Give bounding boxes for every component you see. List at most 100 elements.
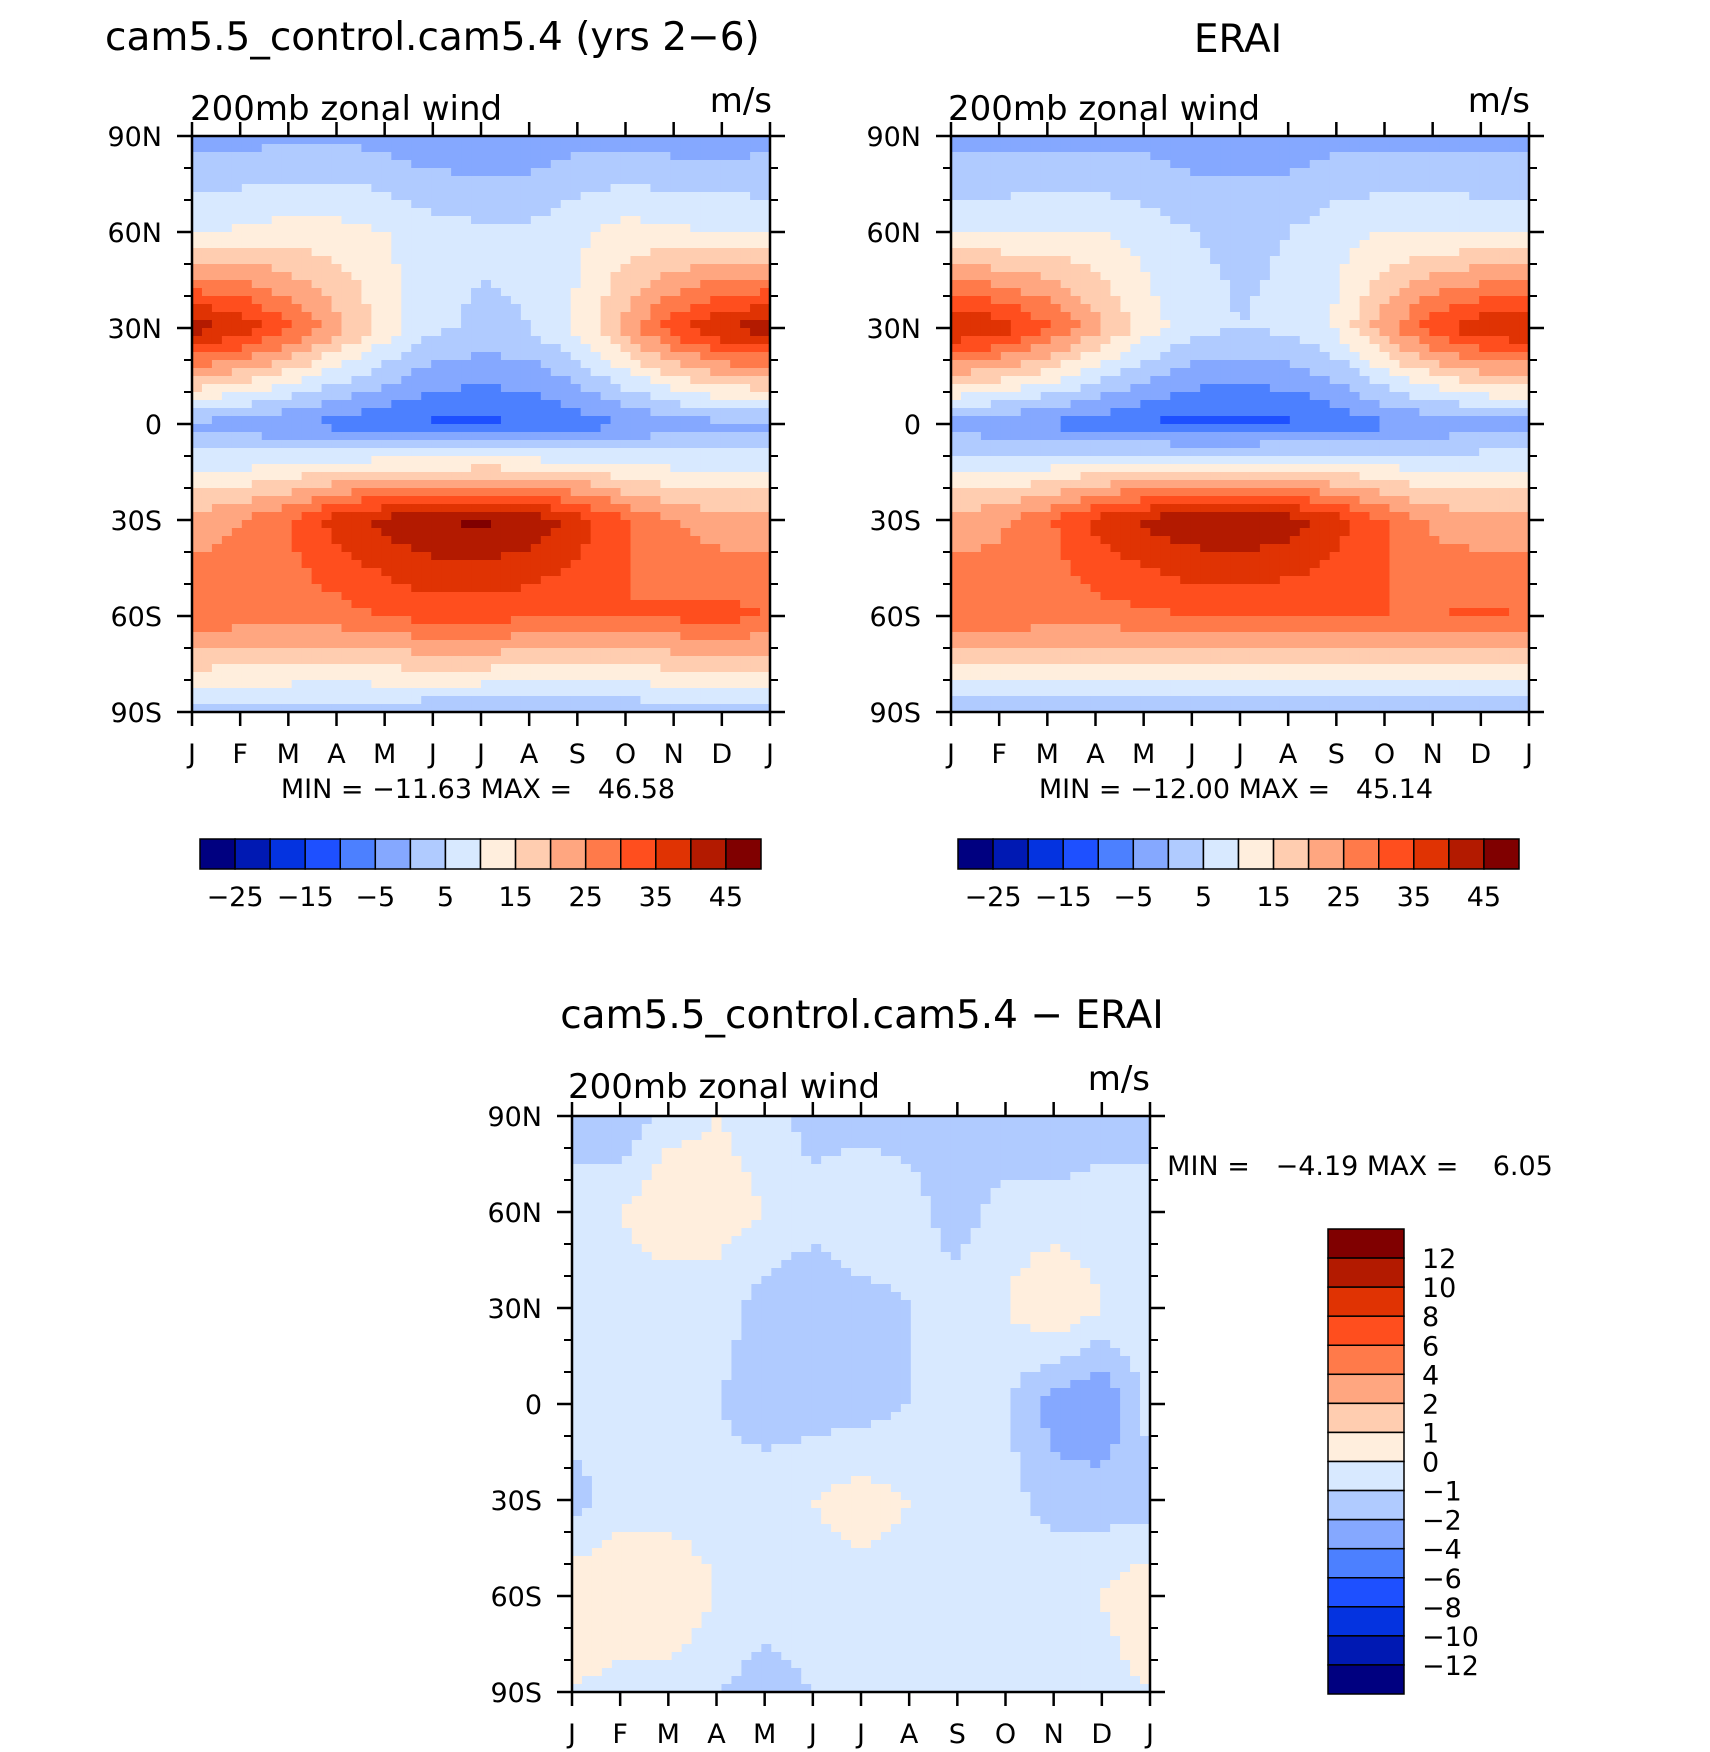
contour-cell: [451, 432, 462, 441]
contour-cell: [700, 448, 711, 457]
contour-cell: [501, 296, 512, 305]
contour-cell: [272, 248, 283, 257]
contour-cell: [640, 408, 651, 417]
contour-cell: [341, 624, 352, 633]
contour-cell: [232, 440, 243, 449]
contour-cell: [750, 304, 761, 313]
contour-cell: [660, 512, 671, 521]
contour-cell: [222, 680, 233, 689]
contour-cell: [461, 152, 472, 161]
contour-cell: [1170, 168, 1181, 177]
contour-cell: [1210, 160, 1221, 169]
contour-cell: [341, 160, 352, 169]
contour-cell: [451, 568, 462, 577]
contour-cell: [461, 248, 472, 257]
contour-cell: [710, 448, 721, 457]
contour-cell: [212, 672, 223, 681]
contour-cell: [461, 584, 472, 593]
contour-cell: [1061, 144, 1072, 153]
contour-cell: [561, 328, 572, 337]
contour-cell: [192, 272, 203, 281]
contour-cell: [680, 296, 691, 305]
contour-cell: [421, 496, 432, 505]
contour-cell: [232, 448, 243, 457]
contour-cell: [670, 368, 681, 377]
contour-cell: [650, 456, 661, 465]
contour-cell: [212, 616, 223, 625]
contour-cell: [232, 248, 243, 257]
contour-cell: [312, 584, 323, 593]
contour-cell: [501, 312, 512, 321]
contour-cell: [312, 688, 323, 697]
contour-cell: [471, 600, 482, 609]
contour-cell: [312, 312, 323, 321]
contour-cell: [222, 200, 233, 209]
contour-cell: [531, 400, 542, 409]
contour-cell: [650, 592, 661, 601]
contour-cell: [700, 288, 711, 297]
contour-cell: [591, 400, 602, 409]
contour-cell: [242, 696, 253, 705]
contour-cell: [312, 568, 323, 577]
contour-cell: [961, 200, 972, 209]
contour-cell: [421, 600, 432, 609]
contour-cell: [242, 256, 253, 265]
contour-cell: [292, 568, 303, 577]
contour-cell: [660, 608, 671, 617]
contour-cell: [322, 424, 333, 433]
contour-cell: [1509, 176, 1520, 185]
contour-cell: [272, 160, 283, 169]
contour-cell: [361, 680, 372, 689]
contour-cell: [341, 632, 352, 641]
contour-cell: [670, 504, 681, 513]
contour-cell: [351, 360, 362, 369]
contour-cell: [700, 424, 711, 433]
contour-cell: [750, 320, 761, 329]
contour-cell: [640, 448, 651, 457]
contour-cell: [630, 304, 641, 313]
contour-cell: [630, 680, 641, 689]
contour-cell: [541, 312, 552, 321]
contour-cell: [441, 272, 452, 281]
contour-cell: [322, 160, 333, 169]
contour-cell: [551, 144, 562, 153]
contour-cell: [1489, 160, 1500, 169]
contour-cell: [981, 136, 992, 145]
contour-cell: [561, 376, 572, 385]
contour-cell: [1140, 208, 1151, 217]
contour-cell: [1130, 176, 1141, 185]
contour-cell: [332, 360, 343, 369]
contour-cell: [391, 680, 402, 689]
contour-cell: [710, 664, 721, 673]
contour-cell: [1330, 176, 1341, 185]
contour-cell: [531, 680, 542, 689]
contour-cell: [961, 160, 972, 169]
contour-cell: [252, 168, 263, 177]
contour-cell: [341, 240, 352, 249]
contour-cell: [401, 560, 412, 569]
contour-cell: [1380, 160, 1391, 169]
contour-cell: [451, 144, 462, 153]
contour-cell: [501, 376, 512, 385]
contour-cell: [730, 520, 741, 529]
contour-cell: [521, 344, 532, 353]
contour-cell: [531, 536, 542, 545]
contour-cell: [650, 640, 661, 649]
contour-cell: [1150, 152, 1161, 161]
contour-cell: [621, 656, 632, 665]
contour-cell: [501, 248, 512, 257]
contour-cell: [202, 392, 213, 401]
contour-cell: [700, 344, 711, 353]
contour-cell: [451, 528, 462, 537]
contour-cell: [441, 592, 452, 601]
contour-cell: [272, 200, 283, 209]
contour-cell: [282, 432, 293, 441]
contour-cell: [252, 576, 263, 585]
contour-cell: [421, 336, 432, 345]
contour-cell: [501, 624, 512, 633]
contour-cell: [491, 624, 502, 633]
contour-cell: [710, 176, 721, 185]
contour-cell: [591, 416, 602, 425]
contour-cell: [531, 448, 542, 457]
contour-cell: [1350, 168, 1361, 177]
